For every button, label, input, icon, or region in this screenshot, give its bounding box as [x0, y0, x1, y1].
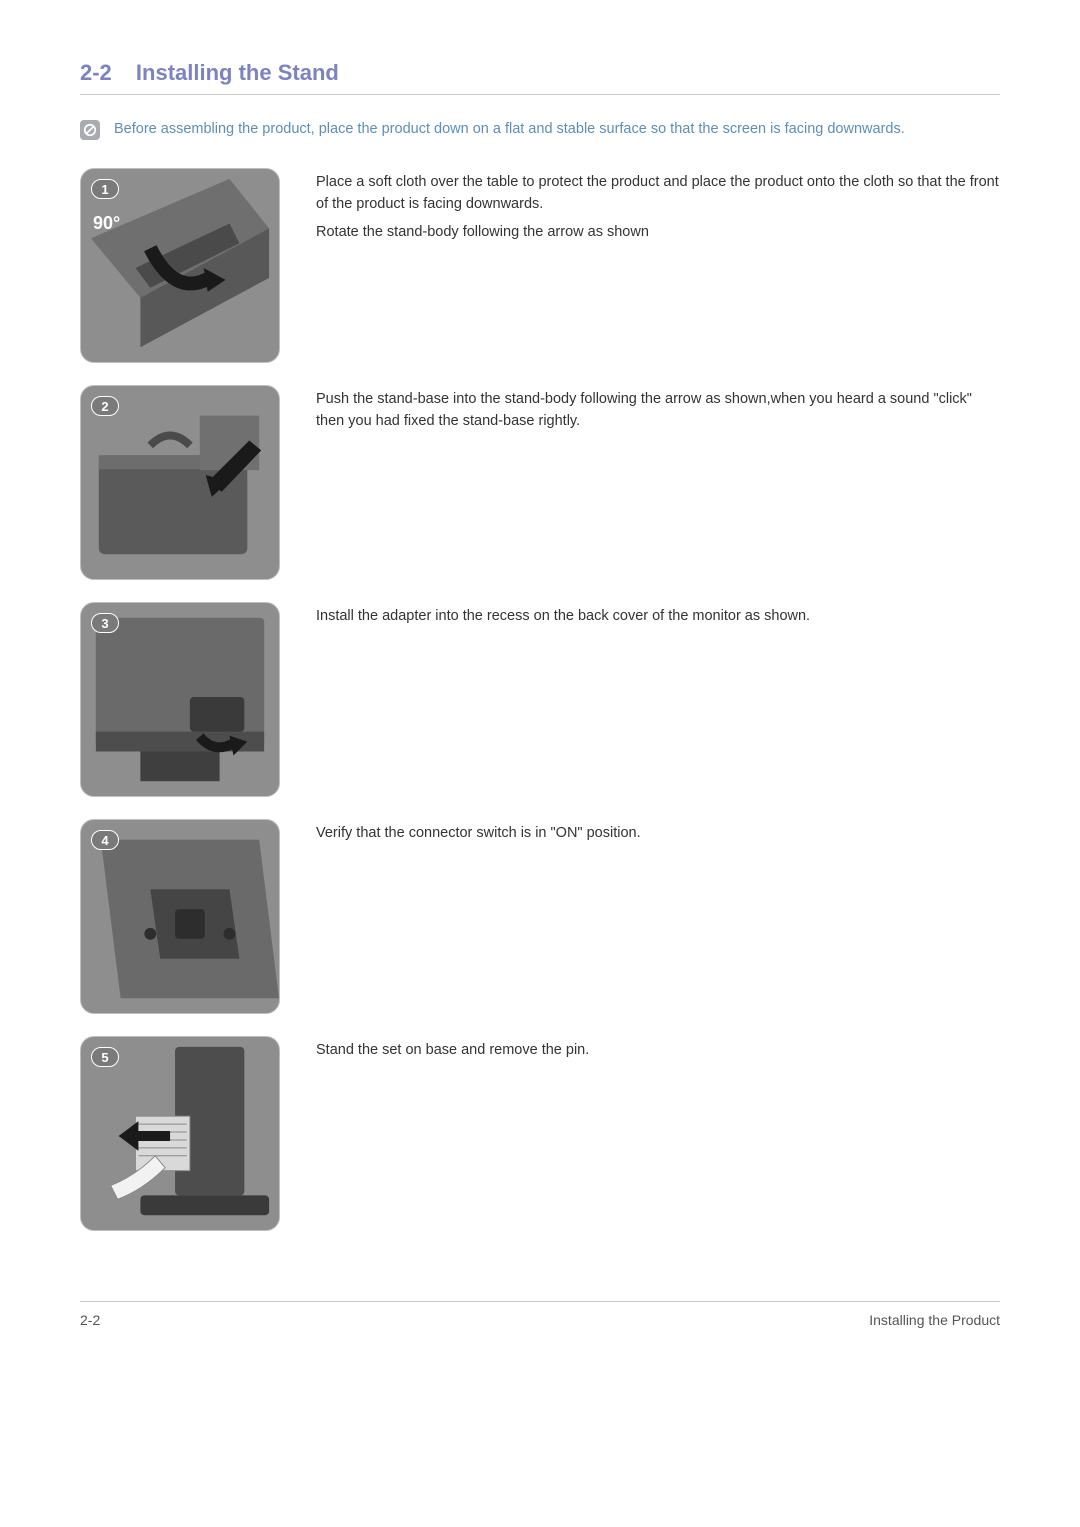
page-footer: 2-2 Installing the Product	[80, 1301, 1000, 1328]
section-number: 2-2	[80, 60, 112, 85]
step-paragraph: Place a soft cloth over the table to pro…	[316, 172, 1000, 216]
note-row: Before assembling the product, place the…	[80, 119, 1000, 140]
step-paragraph: Push the stand-base into the stand-body …	[316, 389, 1000, 433]
step-row: 3 Install the adapter into the recess on…	[80, 602, 1000, 797]
step-text: Verify that the connector switch is in "…	[316, 819, 641, 851]
step-image-2: 2	[80, 385, 280, 580]
step-image-1: 1 90°	[80, 168, 280, 363]
footer-right: Installing the Product	[869, 1312, 1000, 1328]
step-paragraph: Install the adapter into the recess on t…	[316, 606, 810, 628]
step-text: Push the stand-base into the stand-body …	[316, 385, 1000, 439]
step-extra-label: 90°	[93, 213, 120, 234]
step-text: Install the adapter into the recess on t…	[316, 602, 810, 634]
note-text: Before assembling the product, place the…	[114, 119, 905, 139]
step-image-5: 5	[80, 1036, 280, 1231]
step-row: 1 90° Place a soft cloth over the table …	[80, 168, 1000, 363]
step-text: Place a soft cloth over the table to pro…	[316, 168, 1000, 249]
step-paragraph: Rotate the stand-body following the arro…	[316, 222, 1000, 244]
step-badge: 3	[91, 613, 119, 633]
section-heading: 2-2 Installing the Stand	[80, 60, 1000, 95]
step-badge: 2	[91, 396, 119, 416]
step-paragraph: Verify that the connector switch is in "…	[316, 823, 641, 845]
step-badge: 1	[91, 179, 119, 199]
footer-left: 2-2	[80, 1312, 100, 1328]
step-badge: 4	[91, 830, 119, 850]
step-row: 2 Push the stand-base into the stand-bod…	[80, 385, 1000, 580]
section-title: Installing the Stand	[136, 60, 339, 85]
step-row: 4 Verify that the connector switch is in…	[80, 819, 1000, 1014]
step-badge: 5	[91, 1047, 119, 1067]
note-icon	[80, 120, 100, 140]
step-paragraph: Stand the set on base and remove the pin…	[316, 1040, 589, 1062]
step-image-3: 3	[80, 602, 280, 797]
step-row: 5 Stand the set on base and remove the p…	[80, 1036, 1000, 1231]
step-image-4: 4	[80, 819, 280, 1014]
step-text: Stand the set on base and remove the pin…	[316, 1036, 589, 1068]
